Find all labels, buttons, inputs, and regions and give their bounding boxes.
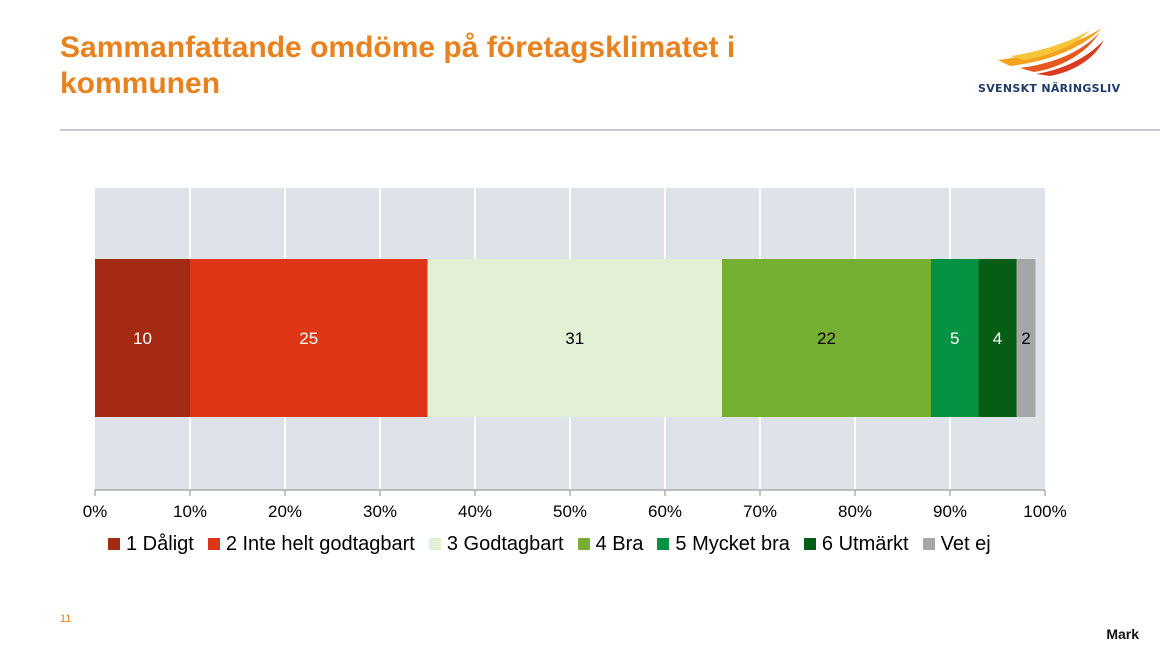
- legend-label: 6 Utmärkt: [821, 532, 909, 555]
- bar-segment-3: [427, 259, 722, 417]
- page-title: Sammanfattande omdöme på företagsklimate…: [60, 31, 736, 100]
- bar-segment-1: [95, 259, 190, 417]
- data-label-2: 25: [299, 329, 318, 348]
- legend-swatch: [803, 538, 816, 550]
- x-tick-label: 70%: [743, 502, 777, 521]
- legend-swatch: [108, 538, 120, 550]
- legend-item: 2 Inte helt godtagbart: [207, 532, 415, 556]
- legend-item: Vet ej: [922, 532, 991, 556]
- legend-swatch: [207, 538, 220, 550]
- bar-segment-5: [931, 259, 979, 417]
- data-label-5: 5: [950, 329, 959, 348]
- data-label-6: 4: [993, 329, 1002, 348]
- legend-label: Vet ej: [940, 532, 991, 555]
- data-label-4: 22: [817, 329, 836, 348]
- footer-label: Mark: [1106, 626, 1139, 642]
- logo-text: SVENSKT NÄRINGSLIV: [978, 82, 1121, 95]
- data-label-3: 31: [565, 329, 584, 348]
- bar-segment-4: [722, 259, 931, 417]
- logo-bird-icon: [998, 28, 1104, 76]
- legend-label: 2 Inte helt godtagbart: [225, 532, 415, 555]
- legend-item: 5 Mycket bra: [657, 532, 790, 556]
- legend-item: 6 Utmärkt: [803, 532, 909, 556]
- legend-label: 5 Mycket bra: [675, 532, 790, 555]
- legend-item: 1 Dåligt: [108, 533, 194, 556]
- legend-swatch: [657, 538, 670, 550]
- data-label-1: 10: [133, 329, 152, 348]
- bar-segment-2: [190, 259, 428, 417]
- header-divider: [60, 129, 1160, 131]
- x-tick-label: 30%: [363, 502, 397, 521]
- x-tick-label: 10%: [173, 502, 207, 521]
- bar-segment-6: [978, 259, 1017, 417]
- logo: SVENSKT NÄRINGSLIV: [978, 26, 1128, 96]
- chart-legend: 1 Dåligt 2 Inte helt godtagbart 3 Godtagba…: [108, 531, 1005, 557]
- x-tick-label: 20%: [268, 502, 302, 521]
- legend-item: 4 Bra: [577, 532, 644, 556]
- legend-swatch: [577, 538, 590, 550]
- legend-label: 3 Godtagbart: [446, 532, 564, 555]
- bar-segment-7: [1016, 259, 1036, 417]
- x-tick-label: 80%: [838, 502, 872, 521]
- legend-label: 4 Bra: [595, 532, 644, 555]
- data-label-7: 2: [1021, 329, 1030, 348]
- x-tick-label: 40%: [458, 502, 492, 521]
- slide-number: 11: [60, 613, 72, 625]
- legend-item: 3 Godtagbart: [428, 532, 564, 556]
- legend-swatch: [922, 538, 935, 550]
- x-tick-label: 60%: [648, 502, 682, 521]
- legend-swatch: [428, 538, 441, 550]
- x-tick-label: 0%: [83, 502, 108, 521]
- x-tick-label: 90%: [933, 502, 967, 521]
- x-tick-label: 100%: [1023, 502, 1066, 521]
- legend-label: 1 Dåligt: [126, 532, 194, 555]
- x-tick-label: 50%: [553, 502, 587, 521]
